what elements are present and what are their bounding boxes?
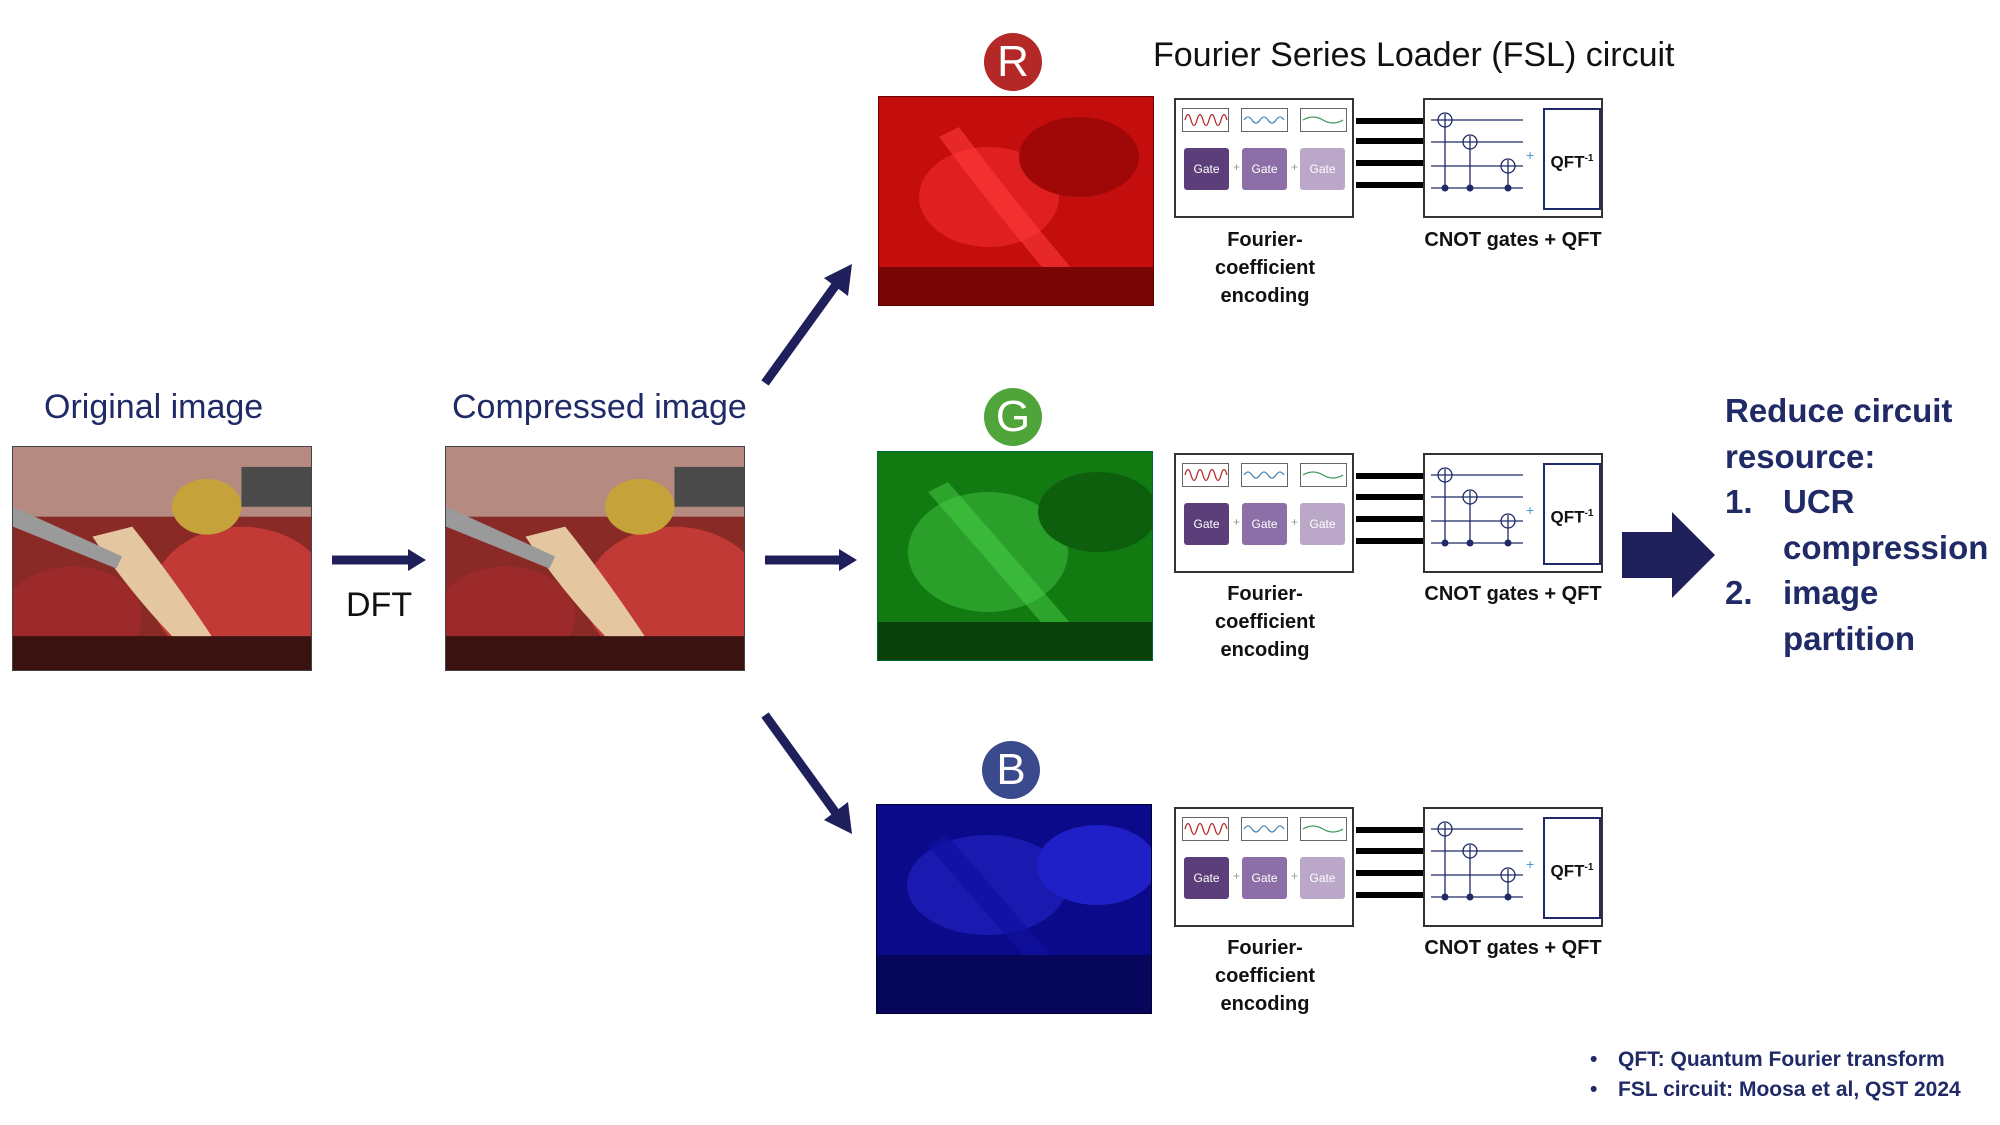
gate-block: Gate xyxy=(1300,148,1345,190)
qubit-wire xyxy=(1356,138,1424,144)
plus-icon: + xyxy=(1233,160,1241,174)
encoding-caption: Fourier-coefficient encoding xyxy=(1214,937,1316,1015)
qubit-wire xyxy=(1356,118,1424,124)
gate-block: Gate xyxy=(1300,857,1345,899)
green-encoding-box: Gate + Gate + Gate xyxy=(1174,453,1354,573)
reduce-heading-1: Reduce circuit xyxy=(1725,392,1953,429)
blue-channel-badge: B xyxy=(982,741,1040,799)
gate-block: Gate xyxy=(1184,857,1229,899)
qubit-wire xyxy=(1356,473,1424,479)
fsl-title: Fourier Series Loader (FSL) circuit xyxy=(1153,36,1675,74)
cnot-gates-icon: + xyxy=(1431,467,1534,547)
gate-block: Gate xyxy=(1300,503,1345,545)
plus-icon: + xyxy=(1233,869,1241,883)
qft-inverse-block: QFT-1 xyxy=(1543,108,1601,210)
sine-wave-icon xyxy=(1182,463,1229,487)
compressed-image xyxy=(445,446,745,671)
footnote-item: • QFT: Quantum Fourier transform xyxy=(1590,1048,1945,1071)
red-channel-image xyxy=(878,96,1154,306)
sine-wave-icon xyxy=(1300,463,1347,487)
cnot-caption: CNOT gates + QFT xyxy=(1424,229,1602,251)
gate-block: Gate xyxy=(1242,503,1287,545)
plus-icon: + xyxy=(1291,515,1299,529)
qubit-wire xyxy=(1356,494,1424,500)
sine-wave-icon xyxy=(1300,817,1347,841)
sine-wave-icon xyxy=(1300,108,1347,132)
reduce-resource-list: Reduce circuit resource: 1. UCR compressi… xyxy=(1725,388,1995,661)
original-image-label: Original image xyxy=(44,388,264,426)
footnote-item: • FSL circuit: Moosa et al, QST 2024 xyxy=(1590,1078,1961,1101)
qubit-wire xyxy=(1356,516,1424,522)
big-right-arrow xyxy=(1622,512,1715,598)
blue-channel-image xyxy=(876,804,1152,1014)
gate-block: Gate xyxy=(1242,148,1287,190)
footnotes: • QFT: Quantum Fourier transform • FSL cir… xyxy=(1590,1045,1961,1105)
qft-inverse-block: QFT-1 xyxy=(1543,817,1601,919)
encoding-caption: Fourier-coefficient encoding xyxy=(1214,583,1316,661)
red-encoding-box: Gate + Gate + Gate xyxy=(1174,98,1354,218)
qubit-wire xyxy=(1356,160,1424,166)
qubit-wire xyxy=(1356,870,1424,876)
gate-block: Gate xyxy=(1184,503,1229,545)
qubit-wire xyxy=(1356,848,1424,854)
encoding-caption: Fourier-coefficient encoding xyxy=(1214,229,1316,307)
plus-icon: + xyxy=(1291,160,1299,174)
green-channel-badge: G xyxy=(984,388,1042,446)
qubit-wire xyxy=(1356,827,1424,833)
sine-wave-icon xyxy=(1241,463,1288,487)
list-item: 1. UCR compression xyxy=(1725,483,1989,566)
dft-label: DFT xyxy=(346,586,413,624)
cnot-caption: CNOT gates + QFT xyxy=(1424,937,1602,959)
qubit-wire xyxy=(1356,538,1424,544)
arrow-to-green xyxy=(765,549,857,571)
original-image xyxy=(12,446,312,671)
green-channel-image xyxy=(877,451,1153,661)
svg-text:+: + xyxy=(1526,502,1534,518)
sine-wave-icon xyxy=(1182,817,1229,841)
qubit-wire xyxy=(1356,892,1424,898)
cnot-gates-icon: + xyxy=(1431,112,1534,192)
cnot-gates-icon: + xyxy=(1431,821,1534,901)
green-cnot-qft-box: + QFT-1 xyxy=(1423,453,1603,573)
blue-encoding-box: Gate + Gate + Gate xyxy=(1174,807,1354,927)
cnot-caption: CNOT gates + QFT xyxy=(1424,583,1602,605)
svg-text:+: + xyxy=(1526,147,1534,163)
gate-block: Gate xyxy=(1184,148,1229,190)
qubit-wire xyxy=(1356,182,1424,188)
dft-arrow xyxy=(332,549,426,571)
qft-inverse-block: QFT-1 xyxy=(1543,463,1601,565)
list-item: 2. image partition xyxy=(1725,574,1915,657)
plus-icon: + xyxy=(1291,869,1299,883)
compressed-image-label: Compressed image xyxy=(452,388,747,426)
sine-wave-icon xyxy=(1241,817,1288,841)
svg-text:+: + xyxy=(1526,856,1534,872)
gate-block: Gate xyxy=(1242,857,1287,899)
arrow-to-blue xyxy=(761,712,852,834)
red-channel-badge: R xyxy=(984,33,1042,91)
arrow-to-red xyxy=(761,264,852,386)
reduce-heading-2: resource: xyxy=(1725,437,1876,475)
sine-wave-icon xyxy=(1182,108,1229,132)
red-cnot-qft-box: + QFT-1 xyxy=(1423,98,1603,218)
sine-wave-icon xyxy=(1241,108,1288,132)
plus-icon: + xyxy=(1233,515,1241,529)
blue-cnot-qft-box: + QFT-1 xyxy=(1423,807,1603,927)
